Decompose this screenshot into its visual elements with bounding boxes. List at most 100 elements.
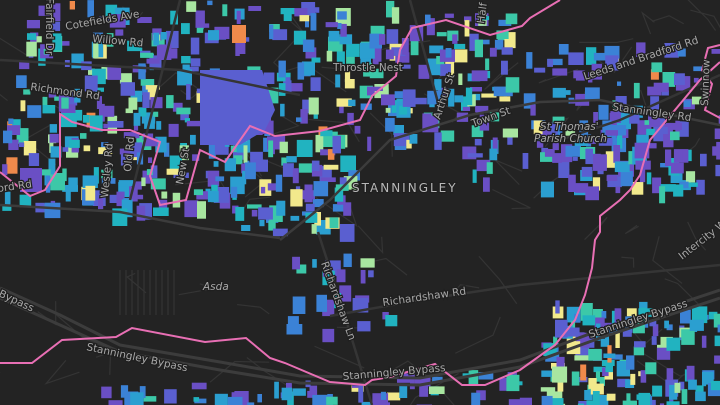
- building: [43, 49, 49, 55]
- ward-boundary: [0, 61, 720, 387]
- building: [536, 141, 544, 148]
- building: [471, 392, 481, 405]
- building: [467, 153, 483, 158]
- building: [454, 95, 464, 103]
- building: [339, 34, 353, 45]
- building: [617, 378, 630, 388]
- building: [615, 186, 621, 194]
- building: [581, 166, 593, 177]
- building: [120, 152, 132, 166]
- building: [425, 14, 431, 26]
- building: [474, 39, 483, 58]
- building: [11, 119, 21, 130]
- road-label-fairfield: Fairfield Dr: [43, 0, 55, 56]
- minor-road: [492, 188, 531, 210]
- building: [278, 83, 286, 96]
- building: [370, 25, 385, 35]
- building: [195, 10, 205, 28]
- building: [507, 136, 513, 145]
- building: [337, 11, 347, 20]
- building: [602, 120, 612, 138]
- building: [27, 33, 37, 40]
- building: [585, 186, 599, 201]
- building: [476, 119, 482, 125]
- building: [448, 88, 455, 107]
- building: [368, 270, 374, 278]
- building: [395, 52, 410, 63]
- building: [565, 145, 581, 157]
- building: [334, 293, 342, 309]
- building: [629, 114, 640, 124]
- minor-road: [126, 272, 147, 294]
- building: [182, 64, 190, 71]
- building: [144, 138, 158, 147]
- building: [69, 139, 80, 148]
- building: [610, 125, 627, 136]
- building: [574, 355, 589, 361]
- building: [28, 153, 40, 166]
- minor-road: [321, 66, 340, 70]
- building: [713, 313, 720, 328]
- building: [573, 70, 586, 79]
- building: [552, 116, 565, 125]
- building: [74, 88, 81, 103]
- building: [153, 32, 160, 46]
- building: [181, 56, 191, 64]
- building: [208, 30, 219, 41]
- building: [27, 105, 42, 118]
- building: [275, 174, 283, 192]
- building: [586, 137, 596, 144]
- building: [260, 186, 266, 194]
- building: [196, 191, 211, 200]
- building: [591, 63, 602, 80]
- building: [302, 39, 315, 52]
- building: [128, 97, 138, 110]
- building: [710, 380, 720, 391]
- building: [348, 99, 356, 107]
- building: [160, 32, 167, 40]
- building: [639, 165, 646, 183]
- building: [552, 87, 566, 98]
- building: [479, 114, 490, 131]
- building: [504, 32, 516, 49]
- building: [471, 70, 488, 82]
- building: [251, 209, 258, 217]
- building: [201, 23, 210, 28]
- building: [606, 328, 619, 334]
- building-large: [200, 70, 275, 145]
- road-label-throstle: Throstle Nest: [332, 62, 403, 74]
- building: [173, 172, 189, 178]
- building: [652, 385, 663, 397]
- building: [485, 58, 490, 71]
- building: [718, 115, 720, 126]
- building: [190, 58, 201, 67]
- building: [222, 4, 228, 17]
- building: [343, 253, 352, 267]
- building: [296, 139, 313, 157]
- building: [646, 172, 652, 185]
- building: [634, 341, 646, 348]
- building: [599, 322, 614, 328]
- building: [130, 90, 143, 102]
- building: [274, 381, 279, 399]
- building: [207, 190, 219, 203]
- building: [606, 175, 618, 181]
- building: [120, 82, 135, 96]
- building: [119, 148, 130, 155]
- minor-road: [455, 316, 501, 354]
- building: [671, 162, 684, 174]
- building: [281, 387, 293, 401]
- building: [369, 33, 382, 49]
- building: [83, 145, 91, 152]
- building: [190, 37, 200, 55]
- building: [186, 84, 191, 100]
- building: [471, 125, 484, 138]
- building: [628, 151, 635, 165]
- building: [357, 321, 371, 332]
- building: [146, 169, 153, 176]
- building: [661, 90, 669, 96]
- building: [107, 66, 122, 80]
- building: [540, 152, 555, 162]
- building: [626, 308, 637, 317]
